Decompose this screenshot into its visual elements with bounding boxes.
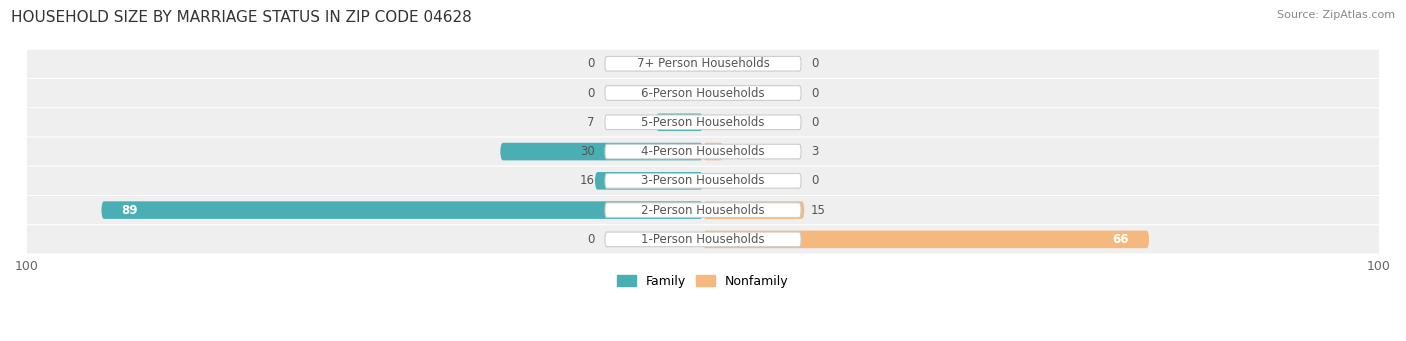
Text: 0: 0 — [811, 116, 818, 129]
Text: 16: 16 — [579, 174, 595, 187]
FancyBboxPatch shape — [703, 231, 1149, 248]
Text: 66: 66 — [1112, 233, 1129, 246]
FancyBboxPatch shape — [605, 115, 801, 130]
FancyBboxPatch shape — [605, 232, 801, 247]
Text: 3-Person Households: 3-Person Households — [641, 174, 765, 187]
FancyBboxPatch shape — [595, 172, 703, 190]
FancyBboxPatch shape — [605, 174, 801, 188]
FancyBboxPatch shape — [605, 56, 801, 71]
Text: 2-Person Households: 2-Person Households — [641, 204, 765, 217]
Text: 7+ Person Households: 7+ Person Households — [637, 57, 769, 70]
Legend: Family, Nonfamily: Family, Nonfamily — [612, 270, 794, 293]
FancyBboxPatch shape — [605, 203, 801, 218]
FancyBboxPatch shape — [24, 108, 1382, 136]
Text: 0: 0 — [588, 57, 595, 70]
Text: 0: 0 — [811, 57, 818, 70]
Text: 0: 0 — [811, 87, 818, 100]
FancyBboxPatch shape — [24, 50, 1382, 78]
Text: 5-Person Households: 5-Person Households — [641, 116, 765, 129]
Text: 15: 15 — [811, 204, 827, 217]
FancyBboxPatch shape — [24, 167, 1382, 195]
Text: HOUSEHOLD SIZE BY MARRIAGE STATUS IN ZIP CODE 04628: HOUSEHOLD SIZE BY MARRIAGE STATUS IN ZIP… — [11, 10, 472, 25]
Text: 0: 0 — [588, 87, 595, 100]
FancyBboxPatch shape — [703, 201, 804, 219]
Text: 7: 7 — [588, 116, 595, 129]
FancyBboxPatch shape — [605, 86, 801, 100]
Text: 6-Person Households: 6-Person Households — [641, 87, 765, 100]
FancyBboxPatch shape — [24, 137, 1382, 166]
Text: Source: ZipAtlas.com: Source: ZipAtlas.com — [1277, 10, 1395, 20]
FancyBboxPatch shape — [24, 79, 1382, 107]
Text: 1-Person Households: 1-Person Households — [641, 233, 765, 246]
FancyBboxPatch shape — [24, 196, 1382, 224]
Text: 3: 3 — [811, 145, 818, 158]
FancyBboxPatch shape — [101, 201, 703, 219]
Text: 0: 0 — [811, 174, 818, 187]
FancyBboxPatch shape — [703, 143, 723, 160]
Text: 30: 30 — [581, 145, 595, 158]
Text: 89: 89 — [121, 204, 138, 217]
Text: 4-Person Households: 4-Person Households — [641, 145, 765, 158]
FancyBboxPatch shape — [501, 143, 703, 160]
FancyBboxPatch shape — [605, 144, 801, 159]
FancyBboxPatch shape — [24, 225, 1382, 253]
FancyBboxPatch shape — [655, 114, 703, 131]
Text: 0: 0 — [588, 233, 595, 246]
